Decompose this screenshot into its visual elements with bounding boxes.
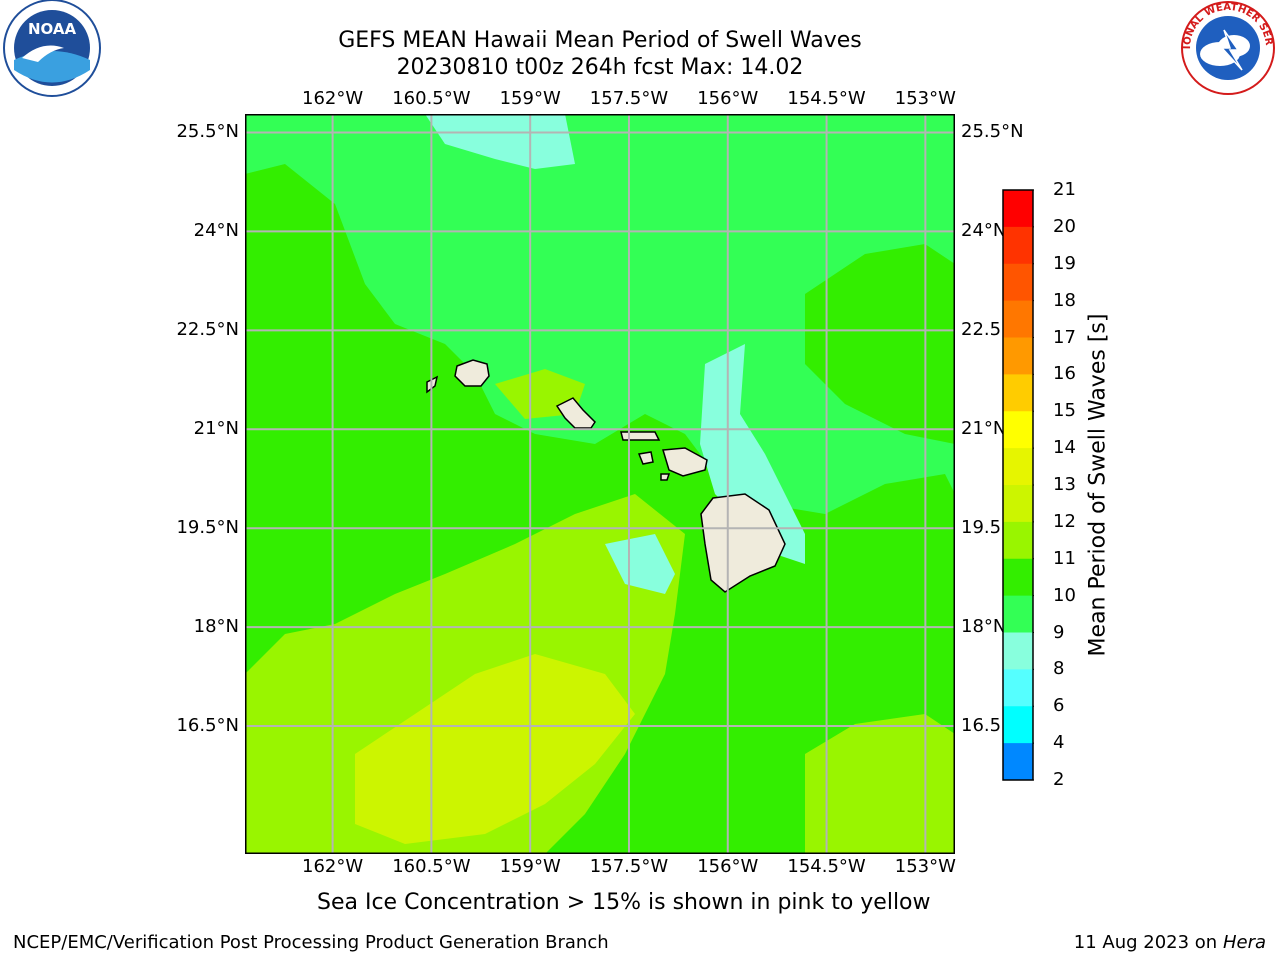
colorbar-band (1003, 226, 1033, 265)
footer-date-text: 11 Aug 2023 on (1073, 932, 1218, 953)
colorbar-tick-label: 20 (1053, 215, 1076, 237)
lat-tick-label-right: 24°N (961, 220, 1007, 242)
footer-date: 11 Aug 2023 on Hera (1074, 932, 1266, 953)
colorbar-band (1003, 632, 1033, 670)
lon-tick-label-bottom: 160.5°W (392, 856, 471, 877)
noaa-logo-text: NOAA (28, 20, 77, 38)
island-maui (662, 447, 708, 477)
colorbar-tick-label: 4 (1053, 732, 1065, 754)
island-kauai (454, 359, 490, 387)
lon-tick-label-top: 162°W (302, 88, 364, 109)
colorbar-band (1003, 595, 1033, 633)
colorbar-band (1003, 190, 1033, 228)
lon-tick-label-top: 156°W (697, 88, 759, 109)
footer-branch: NCEP/EMC/Verification Post Processing Pr… (13, 932, 609, 953)
graticule (245, 114, 955, 854)
colorbar-tick-label: 8 (1053, 658, 1065, 680)
lon-tick-label-top: 153°W (894, 88, 956, 109)
colorbar-band (1003, 558, 1033, 597)
field-13s-east (805, 714, 955, 854)
island-molokai (620, 431, 661, 441)
colorbar-tick-label: 19 (1053, 252, 1076, 274)
field-12s-east (805, 244, 955, 444)
lat-tick-label-right: 25.5°N (961, 121, 1024, 143)
colorbar-tick-label: 11 (1053, 547, 1076, 569)
colorbar-tick-label: 10 (1053, 584, 1076, 606)
lat-tick-label-left: 25.5°N (176, 121, 239, 143)
colorbar-band (1003, 743, 1033, 781)
field-10s-north (425, 114, 575, 169)
lat-tick-label-right: 18°N (961, 616, 1007, 638)
colorbar-tick-label: 17 (1053, 326, 1076, 348)
islands (426, 359, 786, 593)
colorbar-label: Mean Period of Swell Waves [s] (1085, 313, 1111, 657)
nws-logo-icon: NATIONAL WEATHER SERVICE (1178, 0, 1275, 95)
colorbar (1002, 189, 1034, 781)
colorbar-tick-label: 12 (1053, 510, 1076, 532)
island-kahoolawe (660, 473, 671, 481)
field-10s-south (605, 534, 675, 594)
colorbar-tick-label: 9 (1053, 621, 1065, 643)
field-14s (355, 654, 635, 844)
lon-tick-label-bottom: 153°W (894, 856, 956, 877)
map-frame (245, 114, 955, 854)
lat-tick-label-left: 21°N (193, 418, 239, 440)
colorbar-band (1003, 521, 1033, 560)
lon-tick-label-top: 160.5°W (392, 88, 471, 109)
island-hawaii (700, 493, 786, 593)
colorbar-band (1003, 669, 1033, 707)
colorbar-band (1003, 448, 1033, 486)
lon-tick-label-top: 154.5°W (787, 88, 866, 109)
lat-tick-label-left: 22.5°N (176, 319, 239, 341)
sea-ice-note: Sea Ice Concentration > 15% is shown in … (317, 890, 931, 915)
lon-tick-label-bottom: 156°W (697, 856, 759, 877)
footer-machine: Hera (1222, 932, 1266, 953)
lat-tick-label-left: 18°N (193, 616, 239, 638)
colorbar-band (1003, 300, 1033, 338)
colorbar-tick-label: 15 (1053, 400, 1076, 422)
island-oahu (555, 397, 596, 429)
map-subtitle: 20230810 t00z 264h fcst Max: 14.02 (396, 55, 804, 80)
lat-tick-label-left: 16.5°N (176, 715, 239, 737)
map-title: GEFS MEAN Hawaii Mean Period of Swell Wa… (338, 28, 862, 53)
swell-period-map (245, 114, 955, 854)
colorbar-tick-label: 6 (1053, 695, 1065, 717)
lon-tick-label-top: 157.5°W (589, 88, 669, 109)
colorbar-band (1003, 263, 1033, 302)
lat-tick-label-left: 24°N (193, 220, 239, 242)
colorbar-tick-label: 2 (1053, 769, 1065, 790)
island-lanai (637, 451, 654, 465)
lat-tick-label-right: 21°N (961, 418, 1007, 440)
lon-tick-label-bottom: 154.5°W (787, 856, 866, 877)
colorbar-tick-label: 14 (1053, 437, 1076, 459)
lon-tick-label-bottom: 157.5°W (589, 856, 669, 877)
colorbar-tick-label: 13 (1053, 474, 1076, 495)
lon-tick-label-bottom: 159°W (499, 856, 561, 877)
lon-tick-label-top: 159°W (499, 88, 561, 109)
field-10s-east (700, 344, 805, 564)
colorbar-tick-label: 16 (1053, 363, 1076, 385)
colorbar-band (1003, 411, 1033, 449)
colorbar-band (1003, 485, 1033, 523)
lon-tick-label-bottom: 162°W (302, 856, 364, 877)
lat-tick-label-left: 19.5°N (176, 517, 239, 539)
colorbar-tick-label: 21 (1053, 179, 1076, 200)
colorbar-tick-label: 18 (1053, 289, 1076, 311)
noaa-logo-icon: NOAA (3, 0, 101, 97)
colorbar-band (1003, 374, 1033, 412)
colorbar-band (1003, 337, 1033, 375)
colorbar-band (1003, 706, 1033, 744)
